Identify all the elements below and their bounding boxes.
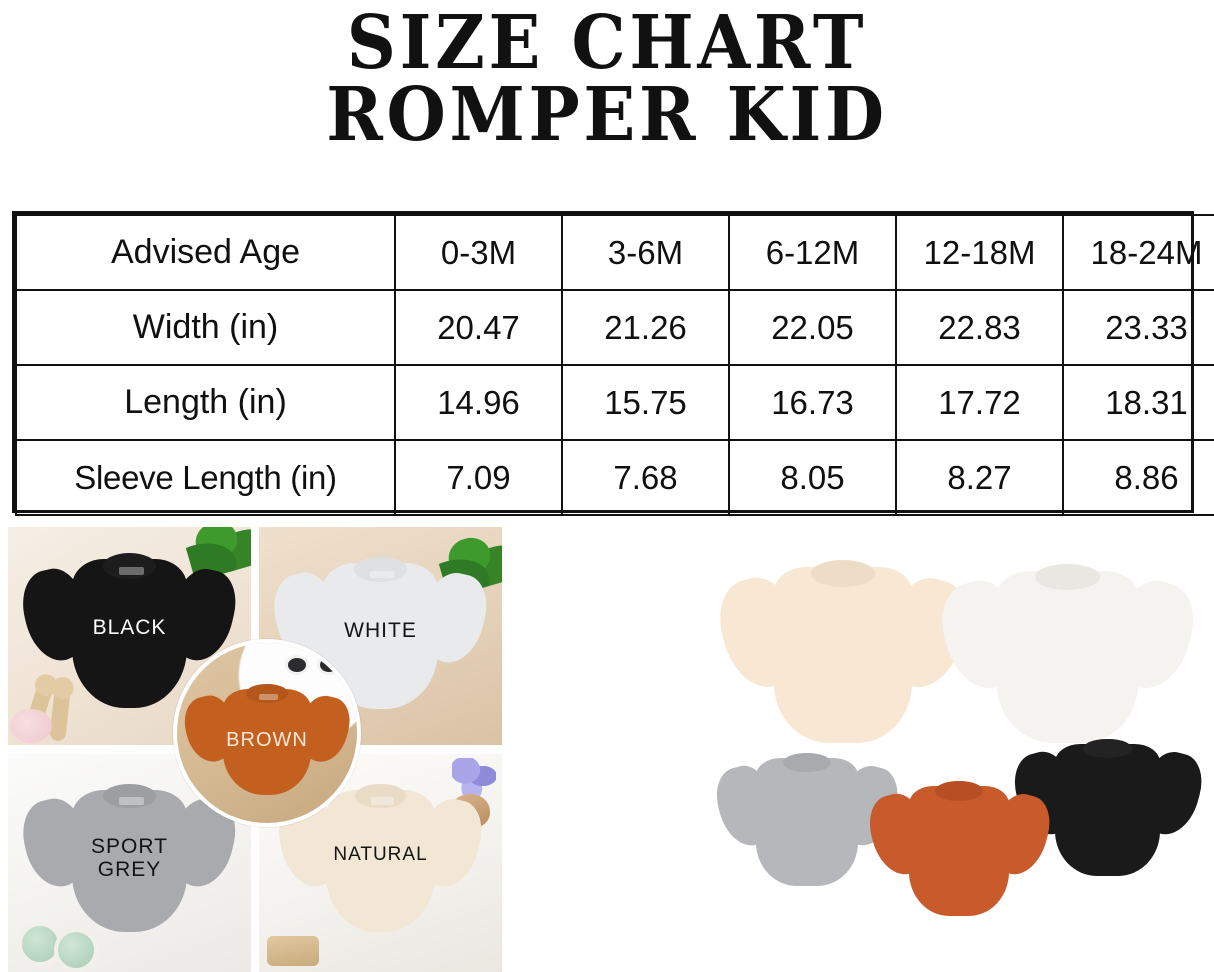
sunglasses-prop-icon: [285, 655, 341, 677]
size-chart-table: Advised Age 0-3M 3-6M 6-12M 12-18M 18-24…: [15, 214, 1214, 516]
page-title: SIZE CHART ROMPER KID: [0, 0, 1214, 152]
sunglasses-lens-left: [285, 655, 309, 675]
sunglasses-lens-right: [317, 655, 341, 675]
romper-neck-tag: [259, 694, 279, 700]
cell-width-3: 22.83: [895, 289, 1064, 366]
cell-length-2: 16.73: [728, 364, 897, 441]
cell-width-0: 20.47: [394, 289, 563, 366]
colorway-photo-brown: BROWN: [173, 639, 361, 827]
group-product-photo: [700, 527, 1214, 972]
cell-width-1: 21.26: [561, 289, 730, 366]
romper-collar: [353, 557, 408, 583]
cell-sleeve-0: 7.09: [394, 439, 563, 516]
romper-neck-tag: [370, 570, 395, 579]
garment-body: [908, 786, 1010, 916]
table-header-size-1: 3-6M: [561, 214, 730, 291]
table-row-header: Advised Age 0-3M 3-6M 6-12M 12-18M 18-24…: [15, 214, 1214, 291]
row-label-sleeve-length: Sleeve Length (in): [15, 439, 396, 516]
jar-prop-icon: [54, 928, 98, 972]
romper-neck-tag: [119, 567, 144, 575]
cell-length-4: 18.31: [1062, 364, 1214, 441]
cell-width-2: 22.05: [728, 289, 897, 366]
romper-neck-tag: [119, 797, 144, 805]
product-photo-section: BLACK WHITE: [0, 527, 1214, 972]
romper-body: [222, 688, 312, 796]
cell-sleeve-2: 8.05: [728, 439, 897, 516]
romper-body: [72, 789, 187, 933]
group-garment-sport-grey: [709, 742, 905, 902]
garment-body: [756, 758, 858, 886]
colorway-collage: BLACK WHITE: [8, 527, 503, 972]
group-garment-white: [932, 549, 1203, 764]
title-line-1: SIZE CHART: [346, 0, 868, 86]
pink-cloth-prop-icon: [10, 709, 52, 743]
cell-sleeve-3: 8.27: [895, 439, 1064, 516]
garment-collar: [810, 560, 876, 587]
cell-length-0: 14.96: [394, 364, 563, 441]
flower-prop-icon: [452, 758, 496, 798]
garment-collar: [1083, 738, 1132, 759]
romper-neck-tag: [370, 797, 395, 805]
table-header-size-0: 0-3M: [394, 214, 563, 291]
garment-body: [774, 567, 912, 743]
size-chart-table-container: Advised Age 0-3M 3-6M 6-12M 12-18M 18-24…: [12, 211, 1214, 516]
title-line-2: ROMPER KID: [326, 71, 888, 158]
garment-collar: [1034, 564, 1101, 590]
wooden-toy-prop-icon: [267, 936, 319, 966]
table-header-size-3: 12-18M: [895, 214, 1064, 291]
garment-collar: [935, 781, 983, 801]
group-garment-cream: [710, 545, 976, 765]
romper-brown: BROWN: [179, 672, 355, 812]
table-header-size-4: 18-24M: [1062, 214, 1214, 291]
group-garment-black: [1006, 727, 1209, 892]
group-garment-rust: [862, 770, 1056, 932]
row-label-width: Width (in): [15, 289, 396, 366]
romper-collar: [102, 553, 157, 579]
cell-sleeve-1: 7.68: [561, 439, 730, 516]
table-row-length: Length (in) 14.96 15.75 16.73 17.72 18.3…: [15, 364, 1214, 441]
romper-body: [72, 559, 187, 709]
cell-length-1: 15.75: [561, 364, 730, 441]
row-label-length: Length (in): [15, 364, 396, 441]
romper-collar: [102, 783, 157, 809]
table-row-sleeve-length: Sleeve Length (in) 7.09 7.68 8.05 8.27 8…: [15, 439, 1214, 516]
cell-sleeve-4: 8.86: [1062, 439, 1214, 516]
garment-body: [997, 570, 1138, 743]
cell-length-3: 17.72: [895, 364, 1064, 441]
table-header-size-2: 6-12M: [728, 214, 897, 291]
garment-body: [1055, 743, 1160, 876]
romper-collar: [246, 684, 288, 703]
cell-width-4: 23.33: [1062, 289, 1214, 366]
romper-collar: [355, 783, 406, 809]
table-row-width: Width (in) 20.47 21.26 22.05 22.83 23.33: [15, 289, 1214, 366]
garment-collar: [783, 753, 831, 773]
table-header-advised-age: Advised Age: [15, 214, 396, 291]
